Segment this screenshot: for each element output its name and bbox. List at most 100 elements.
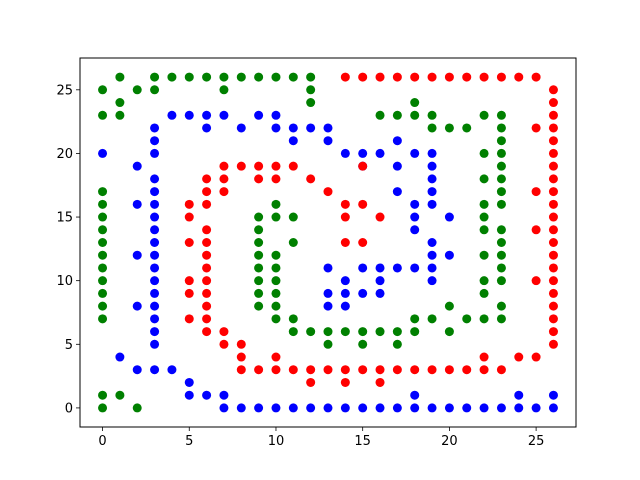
green-point: [271, 250, 281, 260]
green-point: [288, 72, 298, 82]
green-point: [271, 288, 281, 298]
blue-point: [184, 110, 194, 120]
red-point: [392, 365, 402, 375]
x-tick-label: 0: [98, 434, 106, 449]
y-tick-label: 25: [56, 83, 73, 98]
green-point: [271, 263, 281, 273]
blue-point: [150, 339, 160, 349]
red-point: [548, 238, 558, 247]
red-point: [548, 136, 558, 146]
green-point: [306, 72, 316, 82]
green-point: [132, 85, 142, 95]
red-point: [531, 352, 541, 362]
blue-point: [271, 403, 281, 413]
blue-point: [375, 288, 385, 298]
blue-point: [358, 403, 368, 413]
green-point: [98, 314, 108, 324]
green-point: [115, 110, 125, 120]
green-point: [98, 250, 108, 260]
green-point: [496, 110, 506, 120]
red-point: [202, 276, 212, 286]
red-point: [184, 212, 194, 222]
green-point: [115, 72, 125, 82]
green-point: [410, 327, 420, 337]
blue-point: [132, 199, 142, 209]
red-point: [202, 225, 212, 235]
blue-point: [98, 148, 108, 158]
blue-point: [202, 123, 212, 133]
green-point: [98, 199, 108, 209]
red-point: [254, 174, 264, 184]
blue-point: [150, 301, 160, 311]
red-point: [202, 314, 212, 324]
blue-point: [150, 187, 160, 197]
red-point: [202, 199, 212, 209]
green-point: [479, 212, 489, 222]
green-point: [375, 110, 385, 120]
blue-point: [375, 276, 385, 286]
blue-point: [427, 187, 437, 197]
red-point: [531, 187, 541, 197]
blue-point: [150, 250, 160, 260]
red-point: [202, 238, 212, 247]
y-tick-label: 5: [65, 338, 73, 353]
green-point: [496, 250, 506, 260]
red-point: [548, 276, 558, 286]
green-point: [271, 276, 281, 286]
green-point: [254, 225, 264, 235]
blue-point: [340, 288, 350, 298]
red-point: [271, 174, 281, 184]
green-point: [271, 72, 281, 82]
green-point: [167, 72, 177, 82]
blue-point: [427, 263, 437, 273]
green-point: [98, 301, 108, 311]
green-point: [98, 225, 108, 235]
blue-point: [150, 123, 160, 133]
red-point: [202, 301, 212, 311]
green-point: [184, 72, 194, 82]
blue-point: [410, 225, 420, 235]
blue-point: [150, 288, 160, 298]
green-point: [392, 339, 402, 349]
red-point: [358, 365, 368, 375]
blue-point: [150, 327, 160, 337]
green-point: [288, 327, 298, 337]
green-point: [254, 301, 264, 311]
red-point: [184, 276, 194, 286]
red-point: [548, 327, 558, 337]
red-point: [340, 72, 350, 82]
blue-point: [150, 212, 160, 222]
red-point: [479, 72, 489, 82]
red-point: [236, 161, 246, 171]
green-point: [271, 314, 281, 324]
green-point: [410, 98, 420, 108]
green-point: [115, 98, 125, 108]
blue-point: [288, 123, 298, 133]
red-point: [202, 288, 212, 298]
blue-point: [271, 123, 281, 133]
red-point: [375, 212, 385, 222]
x-tick-label: 10: [268, 434, 285, 449]
blue-point: [427, 403, 437, 413]
green-point: [462, 314, 472, 324]
blue-point: [323, 136, 333, 146]
red-point: [375, 72, 385, 82]
y-tick-label: 15: [56, 211, 73, 226]
green-point: [444, 123, 454, 133]
blue-point: [167, 365, 177, 375]
green-point: [98, 212, 108, 222]
blue-point: [150, 225, 160, 235]
green-point: [254, 250, 264, 260]
red-point: [392, 72, 402, 82]
red-point: [444, 72, 454, 82]
green-point: [306, 85, 316, 95]
blue-point: [150, 365, 160, 375]
green-point: [375, 327, 385, 337]
blue-point: [323, 403, 333, 413]
red-point: [219, 327, 229, 337]
red-point: [340, 212, 350, 222]
green-point: [479, 148, 489, 158]
x-tick-label: 15: [354, 434, 371, 449]
blue-point: [115, 352, 125, 362]
